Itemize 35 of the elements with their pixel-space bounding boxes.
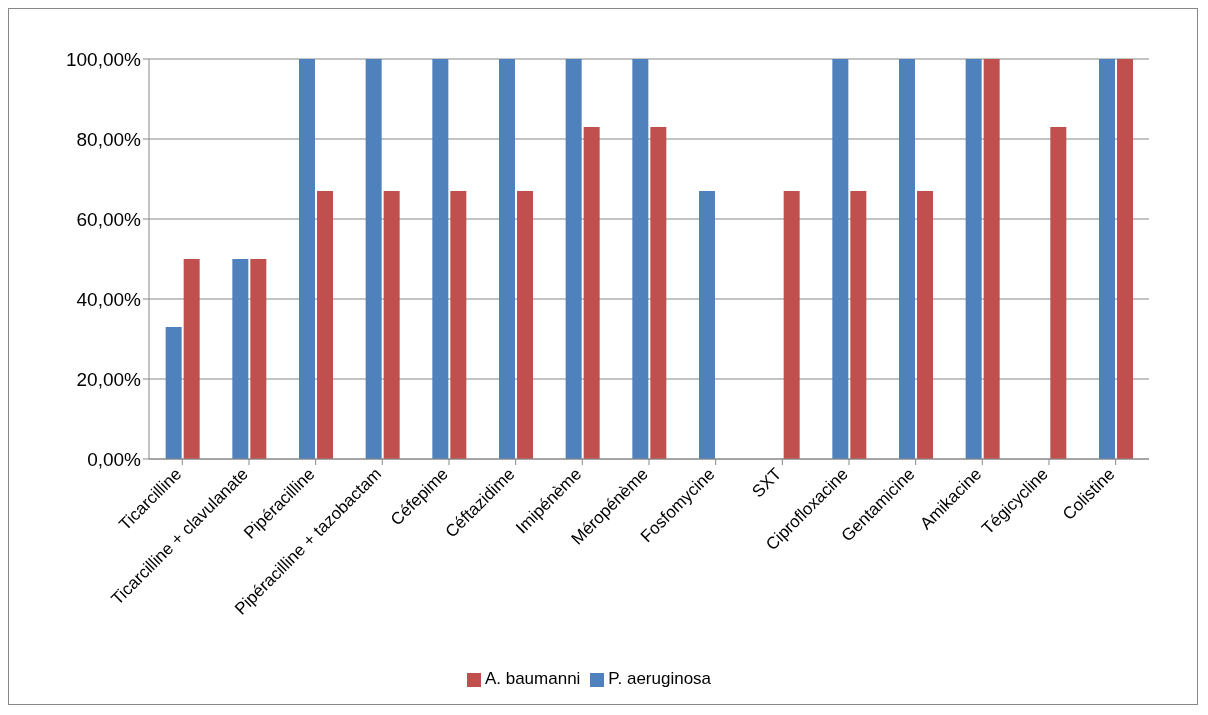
bar bbox=[317, 191, 333, 459]
bar bbox=[299, 59, 315, 459]
bar bbox=[1099, 59, 1115, 459]
bar bbox=[1117, 59, 1133, 459]
legend-label: P. aeruginosa bbox=[608, 669, 712, 688]
bar bbox=[250, 259, 267, 459]
bar bbox=[432, 59, 449, 459]
y-tick-label: 80,00% bbox=[76, 128, 142, 150]
bar bbox=[899, 59, 915, 459]
y-tick-label: 20,00% bbox=[76, 368, 142, 390]
bar bbox=[850, 191, 867, 459]
y-tick-label: 100,00% bbox=[65, 48, 142, 70]
bar bbox=[1050, 127, 1067, 459]
y-tick-label: 0,00% bbox=[87, 448, 142, 470]
y-tick-label: 60,00% bbox=[76, 208, 142, 230]
bar bbox=[450, 191, 467, 459]
bar bbox=[517, 191, 533, 459]
y-tick-label: 40,00% bbox=[76, 288, 142, 310]
bar bbox=[965, 59, 982, 459]
bar bbox=[383, 191, 400, 459]
bar bbox=[832, 59, 849, 459]
bar bbox=[917, 191, 933, 459]
bar bbox=[499, 59, 515, 459]
bar bbox=[632, 59, 649, 459]
bar bbox=[583, 127, 600, 459]
bar bbox=[165, 327, 182, 459]
bar bbox=[699, 191, 715, 459]
bar bbox=[650, 127, 667, 459]
bar bbox=[365, 59, 382, 459]
bar bbox=[232, 259, 249, 459]
bar bbox=[783, 191, 800, 459]
bar bbox=[565, 59, 582, 459]
bar bbox=[983, 59, 1000, 459]
bar bbox=[183, 259, 200, 459]
legend-label: A. baumanni bbox=[484, 669, 581, 688]
